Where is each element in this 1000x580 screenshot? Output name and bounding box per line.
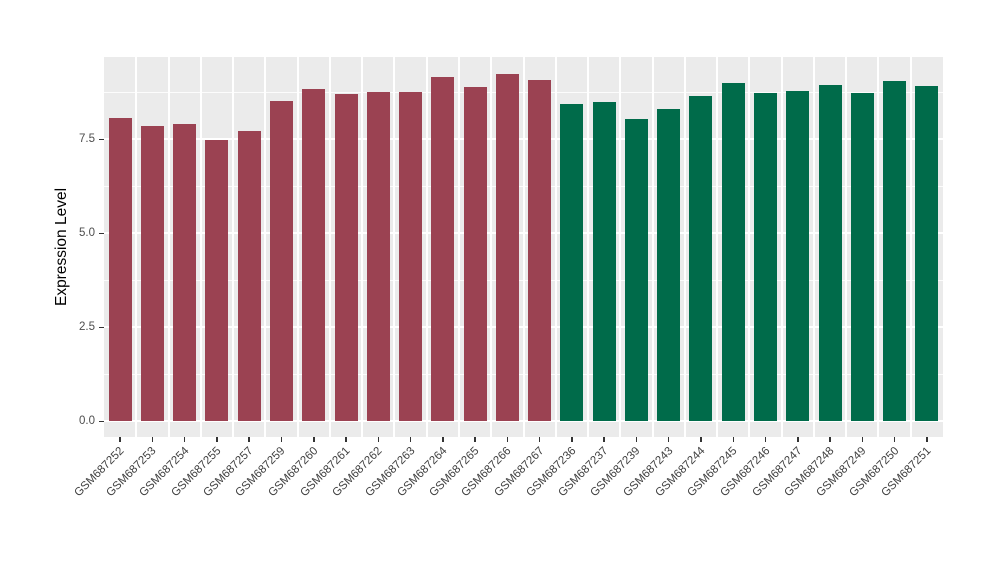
bar-GSM687253 — [140, 125, 164, 422]
vertical-gridline — [490, 57, 493, 437]
vertical-gridline — [651, 57, 654, 437]
vertical-gridline — [328, 57, 331, 437]
bar-GSM687251 — [915, 85, 939, 422]
vertical-gridline — [587, 57, 590, 437]
x-tick-mark — [474, 437, 476, 442]
x-tick-label-GSM687264: GSM687264 — [395, 445, 450, 500]
x-tick-label-GSM687261: GSM687261 — [298, 445, 353, 500]
bar-GSM687262 — [366, 92, 390, 422]
vertical-gridline — [135, 57, 138, 437]
x-tick-mark — [409, 437, 412, 442]
vertical-gridline — [812, 57, 815, 437]
vertical-gridline — [425, 57, 428, 437]
x-tick-mark — [216, 437, 218, 442]
vertical-gridline — [296, 57, 299, 437]
vertical-gridline — [167, 57, 170, 437]
vertical-gridline — [199, 57, 202, 437]
x-tick-mark — [764, 437, 767, 442]
vertical-gridline — [264, 57, 267, 437]
x-tick-label-GSM687265: GSM687265 — [427, 445, 482, 500]
x-tick-mark — [119, 437, 121, 442]
x-tick-mark — [926, 437, 928, 442]
bar-GSM687239 — [624, 118, 648, 422]
x-tick-mark — [829, 437, 831, 442]
x-tick-mark — [700, 437, 702, 442]
y-tick-label: 7.5 — [79, 132, 95, 145]
x-tick-label-GSM687244: GSM687244 — [653, 445, 708, 500]
y-tick-mark — [99, 138, 104, 141]
y-tick-mark — [99, 326, 104, 329]
y-tick-label: 5.0 — [79, 226, 95, 239]
vertical-gridline — [716, 57, 719, 437]
x-tick-mark — [538, 437, 541, 442]
vertical-gridline — [361, 57, 364, 437]
vertical-gridline — [683, 57, 686, 437]
x-tick-mark — [345, 437, 347, 442]
y-tick-mark — [99, 420, 104, 423]
vertical-gridline — [457, 57, 460, 437]
bar-GSM687237 — [592, 101, 616, 422]
x-tick-mark — [797, 437, 799, 442]
x-tick-label-GSM687251: GSM687251 — [879, 445, 934, 500]
x-tick-mark — [861, 437, 864, 442]
x-tick-mark — [377, 437, 380, 442]
vertical-gridline — [748, 57, 751, 437]
x-tick-label-GSM687248: GSM687248 — [782, 445, 837, 500]
bar-GSM687267 — [528, 80, 552, 422]
vertical-gridline — [780, 57, 783, 437]
x-tick-mark — [442, 437, 444, 442]
x-tick-mark — [280, 437, 283, 442]
vertical-gridline — [522, 57, 525, 437]
y-axis-title: Expression Level — [53, 187, 70, 307]
vertical-gridline — [619, 57, 622, 437]
y-tick-label: 2.5 — [79, 320, 95, 333]
vertical-gridline — [554, 57, 557, 437]
x-tick-mark — [151, 437, 154, 442]
bar-GSM687264 — [431, 76, 455, 422]
vertical-gridline — [232, 57, 235, 437]
x-tick-mark — [183, 437, 186, 442]
x-tick-mark — [732, 437, 734, 442]
x-tick-mark — [571, 437, 573, 442]
bar-GSM687255 — [205, 140, 229, 422]
vertical-gridline — [393, 57, 396, 437]
x-tick-mark — [667, 437, 670, 442]
bar-GSM687247 — [786, 90, 810, 422]
x-tick-label-GSM687247: GSM687247 — [750, 445, 805, 500]
bar-GSM687254 — [173, 124, 197, 422]
x-tick-mark — [893, 437, 896, 442]
bar-GSM687252 — [108, 118, 132, 422]
vertical-gridline — [909, 57, 912, 437]
x-tick-label-GSM687252: GSM687252 — [72, 445, 127, 500]
bar-GSM687243 — [657, 109, 681, 422]
x-tick-mark — [248, 437, 250, 442]
y-tick-mark — [99, 232, 104, 235]
bar-GSM687259 — [269, 101, 293, 422]
plot-panel — [104, 57, 943, 437]
x-tick-mark — [635, 437, 638, 442]
bar-GSM687261 — [334, 94, 358, 422]
bar-GSM687250 — [883, 81, 907, 422]
bar-GSM687265 — [463, 87, 487, 422]
bar-GSM687246 — [754, 92, 778, 422]
x-tick-label-GSM687236: GSM687236 — [524, 445, 579, 500]
bar-GSM687266 — [495, 74, 519, 422]
bar-GSM687248 — [818, 84, 842, 422]
bar-GSM687249 — [850, 92, 874, 422]
vertical-gridline — [877, 57, 880, 437]
bar-GSM687244 — [689, 95, 713, 422]
x-tick-mark — [313, 437, 315, 442]
x-tick-label-GSM687255: GSM687255 — [169, 445, 224, 500]
bar-GSM687257 — [237, 131, 261, 422]
bar-GSM687263 — [399, 92, 423, 422]
vertical-gridline — [845, 57, 848, 437]
x-tick-mark — [603, 437, 605, 442]
bar-GSM687245 — [721, 83, 745, 422]
bar-GSM687260 — [302, 89, 326, 422]
y-tick-label: 0.0 — [79, 414, 95, 427]
x-tick-mark — [506, 437, 509, 442]
bar-GSM687236 — [560, 104, 584, 422]
